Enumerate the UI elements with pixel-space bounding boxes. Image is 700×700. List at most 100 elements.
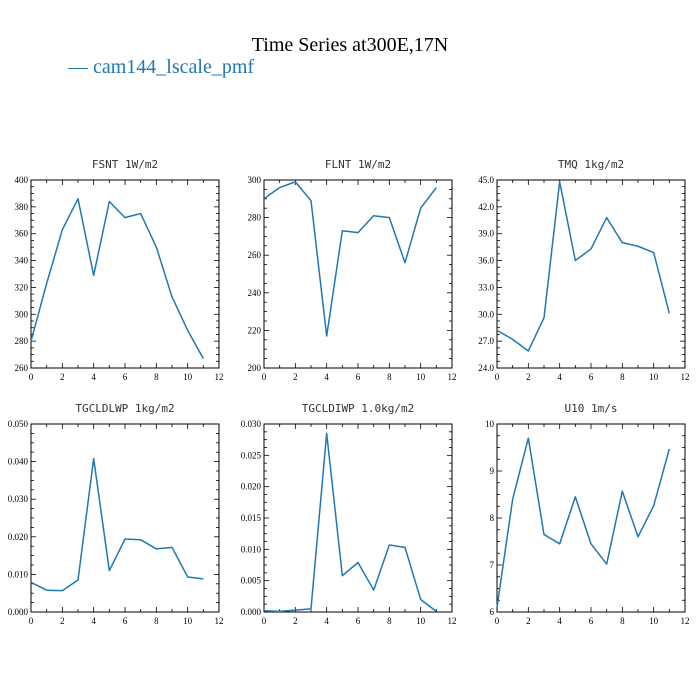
x-tick-label: 10: [183, 616, 193, 626]
y-tick-label: 280: [15, 336, 29, 346]
y-tick-label: 0.010: [241, 544, 262, 554]
x-tick-label: 0: [29, 372, 34, 382]
y-tick-label: 340: [15, 256, 29, 266]
x-tick-label: 2: [60, 372, 65, 382]
page-title: Time Series at300E,17N: [251, 34, 449, 56]
y-tick-label: 39.0: [478, 229, 494, 239]
y-tick-label: 0.000: [241, 607, 262, 617]
y-tick-label: 27.0: [478, 336, 494, 346]
series-line: [263, 181, 437, 337]
series-line: [30, 198, 204, 359]
y-tick-label: 260: [248, 250, 262, 260]
x-tick-label: 12: [215, 616, 224, 626]
panel-title: TGCLDIWP 1.0kg/m2: [302, 402, 415, 415]
x-tick-label: 6: [589, 372, 594, 382]
x-tick-label: 4: [324, 616, 329, 626]
y-tick-label: 0.020: [241, 482, 262, 492]
x-tick-label: 6: [356, 616, 361, 626]
x-tick-label: 10: [183, 372, 193, 382]
x-tick-label: 10: [416, 372, 426, 382]
y-tick-label: 0.010: [8, 569, 29, 579]
y-tick-label: 320: [15, 282, 29, 292]
y-tick-label: 10: [485, 419, 495, 429]
y-tick-label: 260: [15, 363, 29, 373]
plot-frame: [30, 423, 220, 613]
x-tick-label: 2: [60, 616, 65, 626]
x-tick-label: 4: [557, 616, 562, 626]
x-tick-label: 0: [495, 616, 500, 626]
y-tick-label: 280: [248, 213, 262, 223]
y-tick-label: 9: [490, 466, 495, 476]
y-tick-label: 0.000: [8, 607, 29, 617]
x-tick-label: 10: [416, 616, 426, 626]
x-tick-label: 8: [387, 616, 392, 626]
chart-panel-6: U10 1m/s 0 2 4 6 8 10 12 6 7 8 9 10: [485, 402, 690, 626]
x-tick-label: 8: [154, 372, 159, 382]
y-tick-label: 8: [490, 513, 495, 523]
y-tick-label: 0.030: [8, 494, 29, 504]
y-tick-label: 7: [490, 560, 495, 570]
y-tick-label: 0.020: [8, 532, 29, 542]
y-tick-label: 0.030: [241, 419, 262, 429]
y-tick-label: 0.050: [8, 419, 29, 429]
y-tick-label: 36.0: [478, 256, 494, 266]
y-tick-label: 220: [248, 325, 262, 335]
panel-title: U10 1m/s: [565, 402, 618, 415]
y-tick-label: 360: [15, 229, 29, 239]
y-tick-label: 400: [15, 175, 29, 185]
chart-panel-2: FLNT 1W/m2 0 2 4 6 8 10 12 200 220 240 260 280 300: [248, 158, 457, 382]
y-tick-label: 6: [490, 607, 495, 617]
y-tick-label: 240: [248, 288, 262, 298]
series-line: [263, 432, 437, 613]
legend-entry: — cam144_lscale_pmf: [68, 56, 255, 78]
x-tick-label: 2: [293, 616, 298, 626]
y-tick-label: 200: [248, 363, 262, 373]
chart-panel-1: FSNT 1W/m2 0 2 4 6 8 10 12 260 280 300 320 340 360 380…: [15, 158, 224, 382]
x-tick-label: 6: [356, 372, 361, 382]
series-line: [496, 437, 671, 608]
y-tick-label: 0.040: [8, 457, 29, 467]
plot-frame: [263, 423, 453, 613]
x-tick-label: 12: [681, 616, 690, 626]
y-tick-label: 33.0: [478, 282, 494, 292]
x-tick-label: 8: [620, 616, 625, 626]
y-tick-label: 42.0: [478, 202, 494, 212]
x-tick-label: 6: [123, 616, 128, 626]
x-tick-label: 0: [495, 372, 500, 382]
x-tick-label: 12: [448, 616, 457, 626]
y-tick-label: 380: [15, 202, 29, 212]
y-tick-label: 0.015: [241, 513, 262, 523]
y-tick-label: 30.0: [478, 309, 494, 319]
x-tick-label: 4: [91, 616, 96, 626]
x-tick-label: 0: [262, 372, 267, 382]
x-tick-label: 12: [681, 372, 690, 382]
x-tick-label: 4: [91, 372, 96, 382]
panel-title: TMQ 1kg/m2: [558, 158, 624, 171]
x-tick-label: 2: [293, 372, 298, 382]
x-tick-label: 10: [649, 616, 659, 626]
y-tick-label: 24.0: [478, 363, 494, 373]
chart-panel-4: TGCLDLWP 1kg/m2 0 2 4 6 8 10 12 0.000 0.010 0.020 0…: [8, 402, 224, 626]
x-tick-label: 4: [557, 372, 562, 382]
y-tick-label: 300: [15, 309, 29, 319]
x-tick-label: 12: [215, 372, 224, 382]
plot-frame: [496, 179, 686, 369]
chart-panel-3: TMQ 1kg/m2 0 2 4 6 8 10 12 24.0 27.0 30.0 33.0 36.0 3…: [478, 158, 689, 382]
x-tick-label: 0: [29, 616, 34, 626]
x-tick-label: 0: [262, 616, 267, 626]
x-tick-label: 2: [526, 616, 531, 626]
x-tick-label: 8: [154, 616, 159, 626]
panel-title: FSNT 1W/m2: [92, 158, 158, 171]
panel-title: FLNT 1W/m2: [325, 158, 391, 171]
x-tick-label: 8: [620, 372, 625, 382]
x-tick-label: 6: [589, 616, 594, 626]
series-line: [30, 457, 204, 592]
plot-frame: [263, 179, 453, 369]
panel-title: TGCLDLWP 1kg/m2: [75, 402, 174, 415]
x-tick-label: 4: [324, 372, 329, 382]
x-tick-label: 6: [123, 372, 128, 382]
x-tick-label: 8: [387, 372, 392, 382]
x-tick-label: 12: [448, 372, 457, 382]
y-tick-label: 45.0: [478, 175, 494, 185]
